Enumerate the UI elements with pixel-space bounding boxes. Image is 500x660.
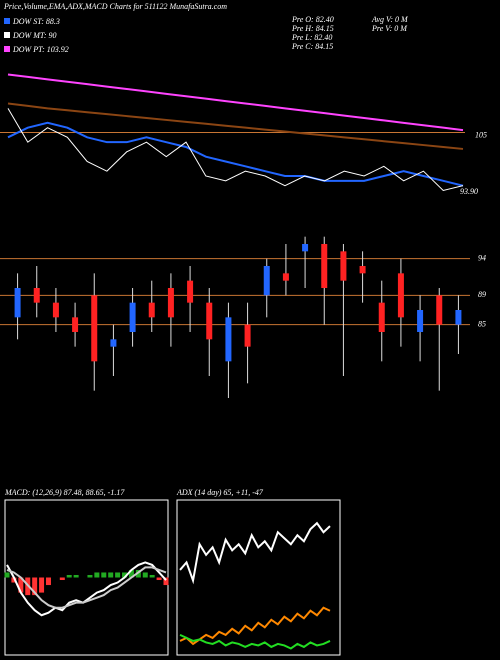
candle-body (14, 288, 21, 318)
candle-body (282, 273, 289, 281)
last-price: 93.90 (460, 187, 478, 196)
candle-body (129, 302, 136, 332)
macd-bar (18, 577, 24, 593)
info-text: Pre V: 0 M (371, 24, 408, 33)
page-title: Price,Volume,EMA,ADX,MACD Charts for 511… (3, 2, 227, 11)
macd-bar (115, 572, 121, 578)
macd-bar (142, 572, 148, 578)
macd-bar (4, 572, 10, 578)
candle-body (244, 324, 251, 347)
macd-bar (128, 569, 134, 578)
ema-line (7, 102, 464, 150)
legend-swatch (4, 32, 10, 38)
candle-body (225, 317, 232, 362)
adx-line (179, 521, 331, 585)
macd-line (6, 566, 167, 609)
candle-body (340, 251, 347, 281)
legend-swatch (4, 46, 10, 52)
info-text: Avg V: 0 M (371, 15, 409, 24)
macd-bar (135, 569, 141, 578)
adx-line (179, 633, 331, 650)
macd-bar (87, 574, 93, 578)
macd-bar (39, 577, 45, 593)
macd-bar (66, 574, 72, 578)
candle-body (302, 244, 309, 252)
candle-body (187, 280, 194, 303)
candle-body (167, 288, 174, 318)
candle-body (436, 295, 443, 325)
candle-body (110, 339, 117, 347)
legend-entry: DOW PT: 103.92 (12, 45, 69, 54)
macd-bar (101, 572, 107, 578)
macd-bar (11, 577, 17, 583)
candle-body (263, 266, 270, 296)
candle-body (148, 302, 155, 318)
candle-body (321, 244, 328, 288)
candle-body (359, 266, 366, 274)
price-line (7, 108, 464, 192)
candle-body (206, 302, 213, 340)
y-tick-label: 94 (478, 253, 486, 262)
macd-bar (94, 572, 100, 578)
info-text: Pre L: 82.40 (291, 33, 332, 42)
macd-bar (32, 577, 38, 596)
candle-body (417, 310, 424, 332)
adx-title: ADX (14 day) 65, +11, -47 (176, 488, 264, 497)
candle-body (52, 302, 59, 318)
y-tick-label: 85 (478, 319, 486, 328)
macd-bar (149, 574, 155, 578)
macd-bar (122, 572, 128, 578)
candle-body (72, 317, 79, 332)
candle-body (378, 302, 385, 332)
ema-line (7, 73, 464, 132)
macd-title: MACD: (12,26,9) 87.48, 88.65, -1.17 (4, 488, 125, 497)
adx-frame (176, 499, 341, 656)
macd-bar (73, 574, 79, 578)
candle-body (397, 273, 404, 318)
candle-body (91, 295, 98, 362)
legend-entry: DOW ST: 88.3 (12, 17, 60, 26)
info-text: Pre O: 82.40 (291, 15, 334, 24)
adx-line (179, 606, 331, 646)
macd-bar (156, 577, 162, 581)
level-label: 105 (475, 130, 487, 139)
candle-body (33, 288, 40, 303)
macd-line (6, 561, 167, 617)
macd-bar (163, 577, 169, 586)
ema-line (7, 121, 464, 187)
macd-bar (45, 577, 51, 586)
legend-entry: DOW MT: 90 (12, 31, 57, 40)
macd-bar (108, 572, 114, 578)
candle-body (455, 310, 462, 325)
y-tick-label: 89 (478, 290, 486, 299)
info-text: Pre H: 84.15 (291, 24, 334, 33)
legend-swatch (4, 18, 10, 24)
macd-bar (59, 577, 65, 581)
info-text: Pre C: 84.15 (291, 42, 333, 51)
